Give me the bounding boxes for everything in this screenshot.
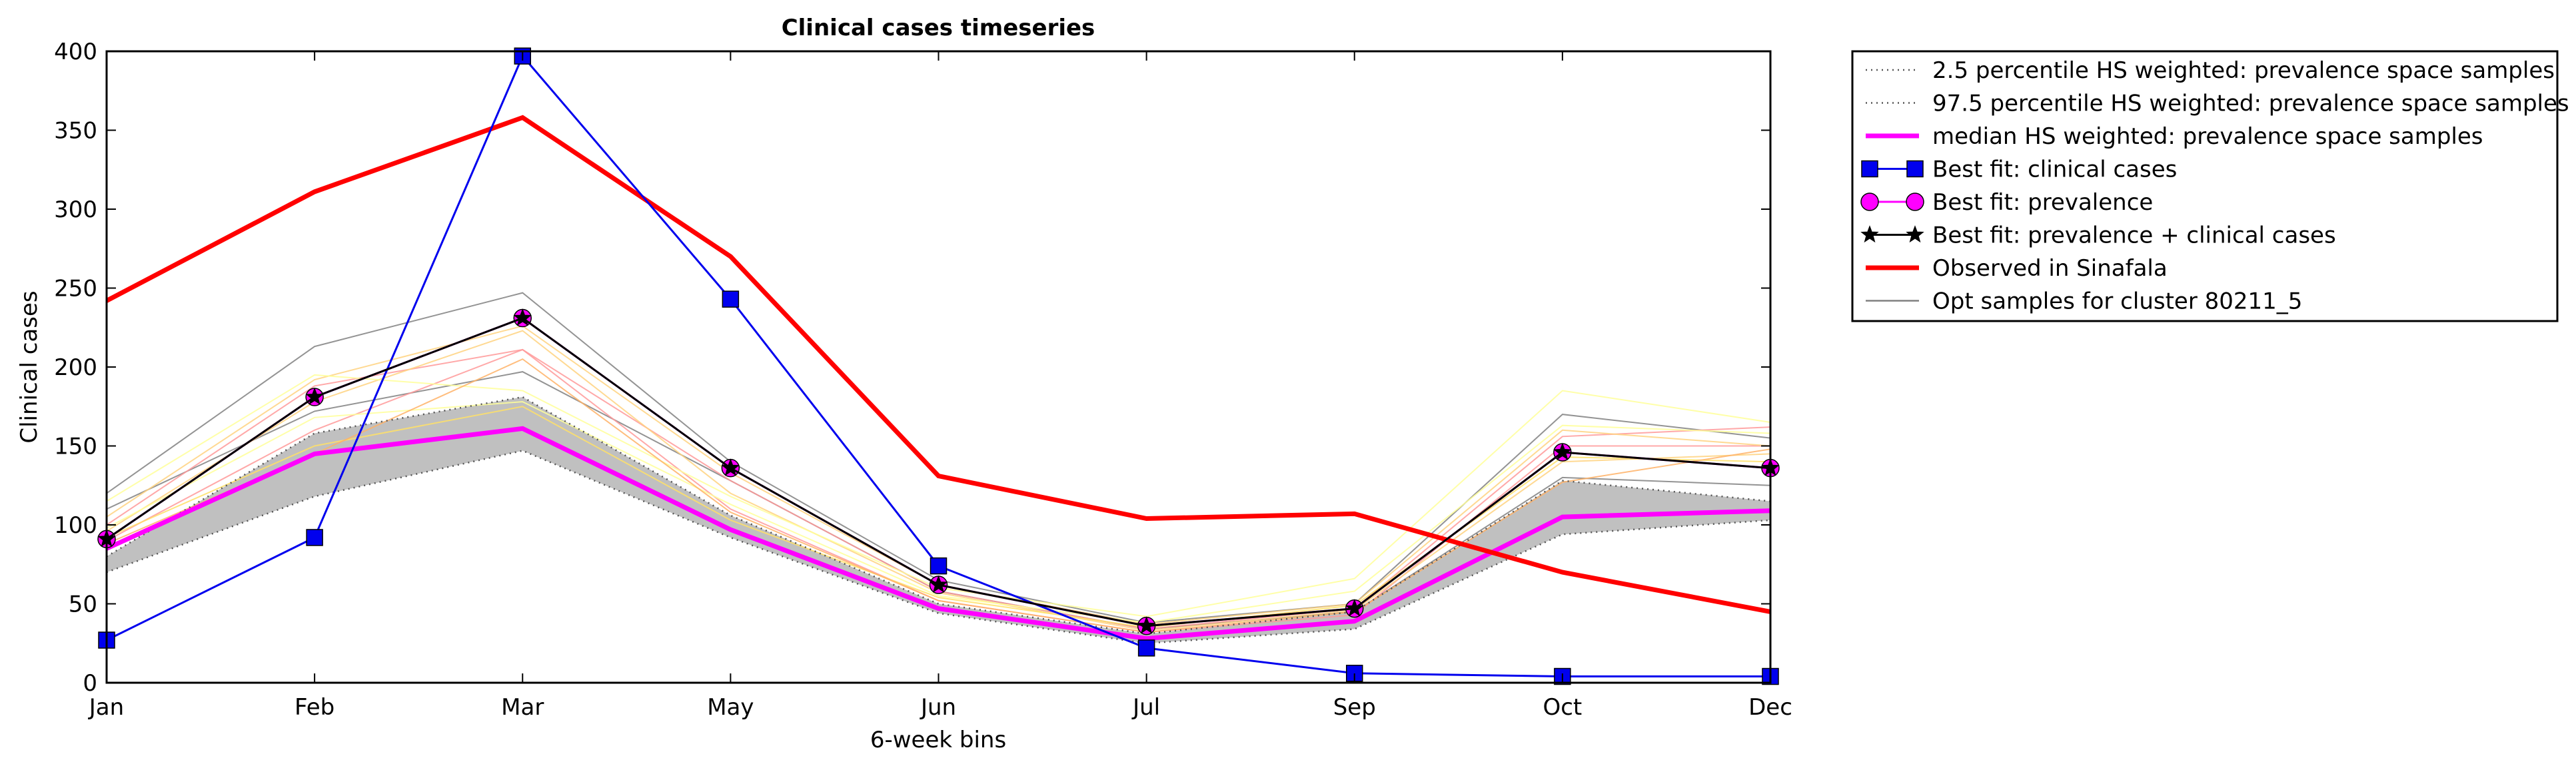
legend-item-median: median HS weighted: prevalence space sam… [1866,123,2483,150]
best-fit-combined-line-point-mar [513,308,532,326]
legend-label-best-fit-combined: Best fit: prevalence + clinical cases [1932,222,2336,249]
x-tick-label-sep: Sep [1333,694,1376,721]
opt-sample-line-10 [106,358,1771,633]
series-layer [97,47,1780,685]
best-fit-combined-line-point-jun [929,575,948,593]
best-fit-combined-line-point-sep [1345,599,1364,617]
y-tick-label-250: 250 [54,276,97,302]
best-fit-combined-line-point-feb [305,387,324,405]
y-tick-label-300: 300 [54,196,97,223]
legend: 2.5 percentile HS weighted: prevalence s… [1851,50,2569,322]
y-tick-label-400: 400 [54,39,97,65]
opt-sample-line-9 [106,406,1771,629]
legend-marker-end-best-fit-combined [1906,225,1924,243]
legend-box [1851,50,2559,322]
observed-line-group [105,115,1771,614]
y-axis-label: Clinical cases [16,290,43,443]
x-axis-label: 6-week bins [870,727,1006,753]
best-fit-clinical-line-point-jun [930,557,948,575]
y-tick-label-0: 0 [83,670,97,697]
legend-item-best-fit-prevalence: Best fit: prevalence [1860,189,2153,216]
legend-label-median: median HS weighted: prevalence space sam… [1932,123,2483,150]
best-fit-combined-line-point-oct [1553,442,1572,460]
legend-item-opt-samples: Opt samples for cluster 80211_5 [1866,288,2302,315]
legend-marker-start-best-fit-prevalence [1860,193,1879,211]
legend-marker-start-best-fit-clinical [1861,160,1878,178]
best-fit-clinical-line-point-may [722,290,740,308]
observed-line [105,115,1771,614]
legend-items: 2.5 percentile HS weighted: prevalence s… [1860,57,2569,315]
legend-marker-start-best-fit-combined [1860,225,1879,243]
x-tick-label-dec: Dec [1748,694,1792,721]
y-tick-label-100: 100 [54,512,97,539]
legend-item-percentile-2-5: 2.5 percentile HS weighted: prevalence s… [1866,57,2555,84]
x-tick-label-mar: Mar [501,694,544,721]
legend-item-percentile-97-5: 97.5 percentile HS weighted: prevalence … [1866,91,2569,117]
legend-label-observed: Observed in Sinafala [1932,255,2168,282]
x-tick-label-may: May [707,694,754,721]
legend-marker-end-best-fit-prevalence [1906,193,1924,211]
ticks-layer: Jan Feb Mar May Jun Jul Sep Oct Dec 0 50 100 150 200 2… [54,39,1792,721]
best-fit-clinical-line-point-jul [1137,639,1155,657]
best-fit-clinical-line-point-feb [306,529,323,546]
legend-label-percentile-97-5: 97.5 percentile HS weighted: prevalence … [1932,91,2569,117]
x-tick-label-jul: Jul [1131,694,1160,721]
y-tick-label-50: 50 [69,591,97,618]
legend-label-opt-samples: Opt samples for cluster 80211_5 [1932,288,2302,315]
y-tick-label-200: 200 [54,354,97,381]
plot-area [97,47,1780,685]
best-fit-combined-line-point-jul [1137,616,1156,634]
legend-item-best-fit-combined: Best fit: prevalence + clinical cases [1860,222,2336,249]
y-tick-label-150: 150 [54,434,97,460]
legend-label-percentile-2-5: 2.5 percentile HS weighted: prevalence s… [1932,57,2555,84]
chart-title: Clinical cases timeseries [782,15,1095,41]
opt-sample-line-8 [106,401,1771,623]
x-tick-label-jun: Jun [920,694,956,721]
legend-marker-end-best-fit-clinical [1906,160,1924,178]
y-tick-label-350: 350 [54,118,97,145]
x-tick-label-jan: Jan [88,694,124,721]
legend-item-observed: Observed in Sinafala [1866,255,2168,282]
x-tick-label-feb: Feb [295,694,334,721]
best-fit-combined-line-point-may [721,458,740,476]
legend-item-best-fit-clinical: Best fit: clinical cases [1861,157,2177,183]
legend-label-best-fit-prevalence: Best fit: prevalence [1932,189,2153,216]
x-tick-label-oct: Oct [1543,694,1582,721]
legend-label-best-fit-clinical: Best fit: clinical cases [1932,157,2177,183]
